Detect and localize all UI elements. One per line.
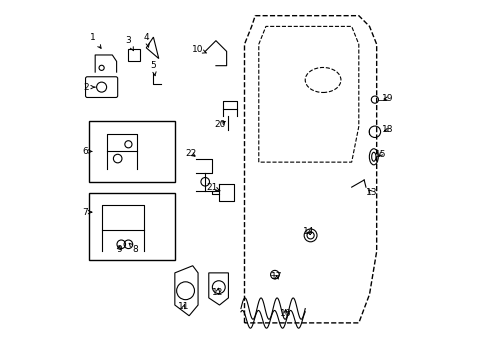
Text: 19: 19 xyxy=(382,94,393,103)
Text: 1: 1 xyxy=(90,33,101,48)
Text: 3: 3 xyxy=(125,36,133,51)
Text: 20: 20 xyxy=(214,120,225,129)
Text: 22: 22 xyxy=(185,149,196,158)
Text: 6: 6 xyxy=(82,147,92,156)
Text: 11: 11 xyxy=(178,302,189,311)
Text: 9: 9 xyxy=(116,245,122,254)
Text: 7: 7 xyxy=(82,208,92,217)
Text: 5: 5 xyxy=(150,61,156,76)
Text: 14: 14 xyxy=(303,227,314,236)
Text: 15: 15 xyxy=(374,150,385,159)
Text: 17: 17 xyxy=(270,272,282,281)
Text: 10: 10 xyxy=(192,45,206,54)
Text: 13: 13 xyxy=(365,188,376,197)
Text: 4: 4 xyxy=(143,33,149,47)
Text: 21: 21 xyxy=(205,183,220,192)
Text: 2: 2 xyxy=(83,83,95,92)
Bar xyxy=(127,49,140,61)
Text: 12: 12 xyxy=(212,288,223,297)
Text: 16: 16 xyxy=(279,310,291,319)
Text: 18: 18 xyxy=(381,126,392,135)
Text: 8: 8 xyxy=(129,243,138,254)
